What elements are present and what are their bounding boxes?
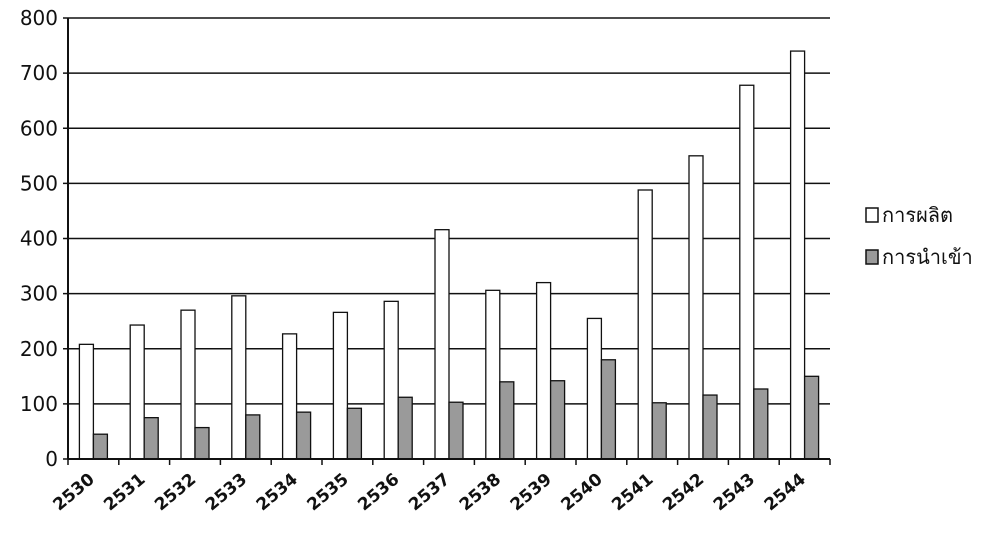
x-tick-label: 2544: [761, 469, 810, 515]
x-tick-label: 2538: [456, 470, 505, 516]
y-tick-label: 0: [45, 447, 58, 471]
bar-production: [688, 155, 704, 460]
bar-production: [180, 309, 196, 460]
bar-production: [78, 343, 95, 460]
x-tick-label: 2530: [50, 469, 99, 515]
bar-import: [245, 414, 261, 460]
x-tick-label: 2536: [354, 470, 403, 516]
bar-import: [143, 417, 159, 460]
bar-import: [346, 407, 363, 460]
bar-import: [295, 411, 312, 460]
legend-label-import: การนำเข้า: [882, 245, 973, 269]
bar-import: [448, 401, 464, 460]
bar-production: [129, 324, 145, 460]
x-tick-label: 2539: [507, 470, 556, 516]
bar-production: [586, 317, 603, 460]
y-tick-label: 400: [20, 227, 58, 251]
axes: [63, 17, 831, 465]
x-tick-label: 2535: [304, 470, 353, 516]
bar-production: [739, 84, 755, 460]
x-tick-label: 2534: [253, 469, 302, 515]
y-tick-label: 500: [20, 171, 58, 195]
bar-import: [803, 375, 820, 460]
bar-import: [600, 359, 617, 460]
y-tick-label: 300: [20, 282, 58, 306]
bar-production: [789, 50, 806, 460]
bar-production: [485, 289, 501, 460]
y-tick-label: 800: [20, 6, 58, 30]
x-tick-label: 2537: [405, 470, 454, 516]
bar-production: [332, 311, 349, 460]
bar-import: [702, 394, 718, 460]
legend: การผลิต การนำเข้า: [865, 203, 973, 269]
x-tick-label: 2533: [202, 470, 251, 516]
bar-import: [753, 388, 769, 460]
bar-production: [383, 300, 399, 460]
bar-production: [535, 281, 552, 460]
bar-import: [397, 396, 413, 460]
legend-swatch-import: [865, 249, 879, 265]
legend-swatch-production: [865, 207, 879, 223]
x-tick-label: 2542: [659, 470, 708, 516]
bar-production: [231, 295, 247, 460]
bar-import: [651, 402, 667, 460]
bars: [78, 50, 820, 460]
legend-label-production: การผลิต: [882, 203, 953, 227]
x-tick-label: 2532: [151, 470, 200, 516]
y-tick-label: 100: [20, 392, 58, 416]
y-tick-label: 200: [20, 337, 58, 361]
bar-import: [92, 433, 109, 460]
x-tick-label: 2540: [558, 469, 607, 515]
bar-import: [549, 380, 566, 460]
bar-production: [434, 229, 450, 460]
y-tick-label: 700: [20, 61, 58, 85]
bar-production: [281, 333, 298, 460]
bar-import: [194, 426, 210, 460]
x-tick-label: 2543: [710, 470, 759, 516]
y-tick-label: 600: [20, 116, 58, 140]
x-tick-label: 2541: [608, 470, 657, 516]
bar-import: [499, 381, 515, 460]
bar-production: [637, 189, 653, 460]
x-tick-label: 2531: [100, 470, 149, 516]
